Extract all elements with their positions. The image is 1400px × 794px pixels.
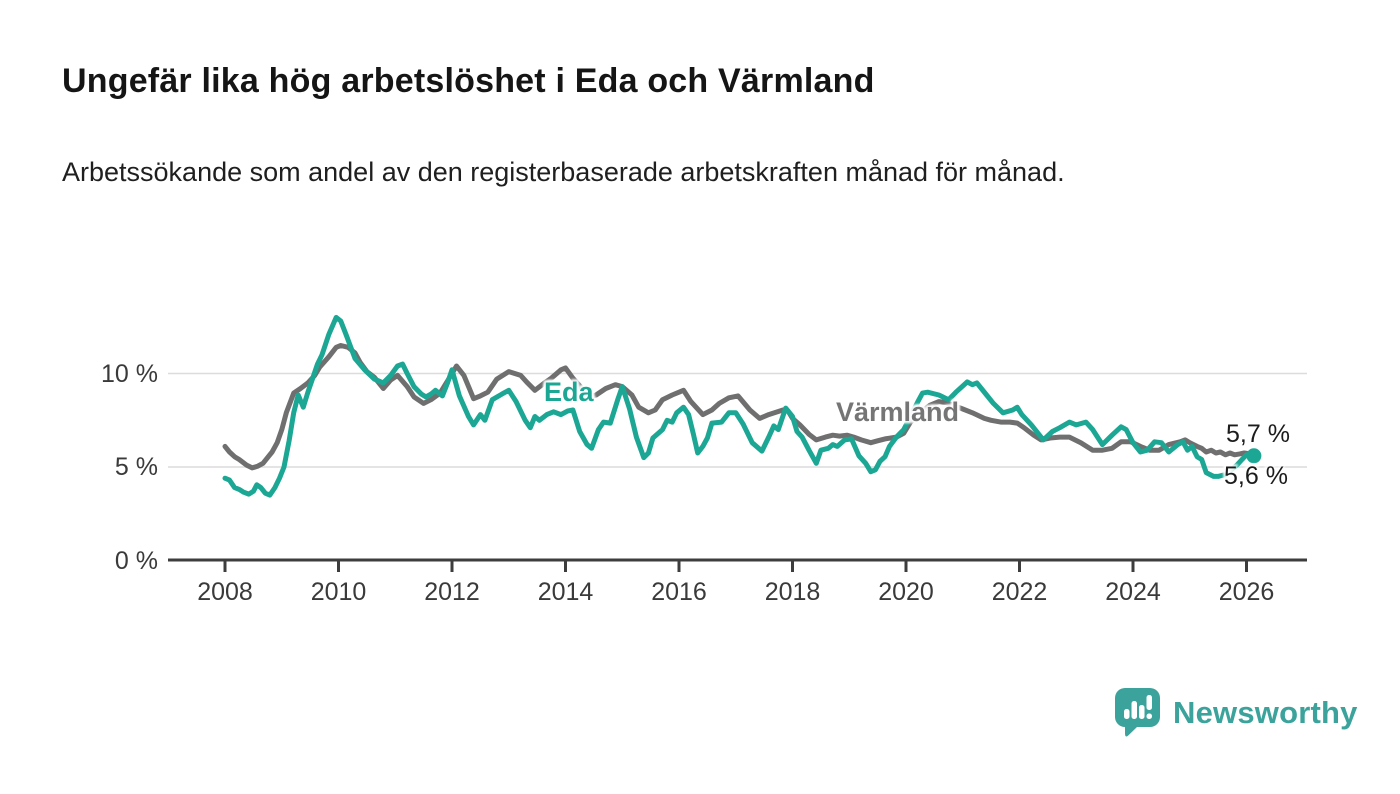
eda-line bbox=[222, 314, 1257, 498]
y-axis-label: 5 % bbox=[114, 453, 158, 481]
x-axis-label: 2010 bbox=[310, 578, 367, 606]
x-axis-label: 2024 bbox=[1105, 578, 1161, 606]
end-value-eda: 5,6 % bbox=[1224, 462, 1288, 490]
x-axis-label: 2020 bbox=[878, 578, 934, 606]
page-title: Ungefär lika hög arbetslöshet i Eda och … bbox=[62, 62, 875, 100]
vrmland-line bbox=[222, 343, 1253, 471]
series-lines bbox=[222, 314, 1262, 498]
newsworthy-logo[interactable]: Newsworthy bbox=[1115, 687, 1358, 739]
x-axis-label: 2014 bbox=[537, 578, 594, 606]
y-axis-label: 10 % bbox=[101, 359, 158, 388]
newsworthy-logo-icon bbox=[1115, 687, 1161, 739]
page-subtitle: Arbetssökande som andel av den registerb… bbox=[62, 157, 1065, 187]
series-label-eda: Eda bbox=[544, 377, 594, 407]
x-axis bbox=[168, 558, 1307, 572]
x-axis-label: 2022 bbox=[991, 578, 1048, 606]
x-axis-label: 2008 bbox=[197, 578, 253, 606]
x-axis-label: 2018 bbox=[764, 578, 821, 606]
speech-bubble-shape bbox=[1115, 688, 1160, 737]
gridlines bbox=[168, 372, 1307, 468]
y-axis-label: 0 % bbox=[114, 546, 158, 575]
newsworthy-wordmark: Newsworthy bbox=[1173, 695, 1358, 730]
eda-end-dot bbox=[1246, 448, 1262, 464]
x-axis-label: 2012 bbox=[424, 578, 480, 606]
x-axis-label: 2026 bbox=[1218, 578, 1275, 606]
series-label-varmland: Värmland bbox=[836, 397, 960, 427]
x-axis-label: 2016 bbox=[651, 578, 707, 606]
end-value-varmland: 5,7 % bbox=[1226, 420, 1290, 448]
